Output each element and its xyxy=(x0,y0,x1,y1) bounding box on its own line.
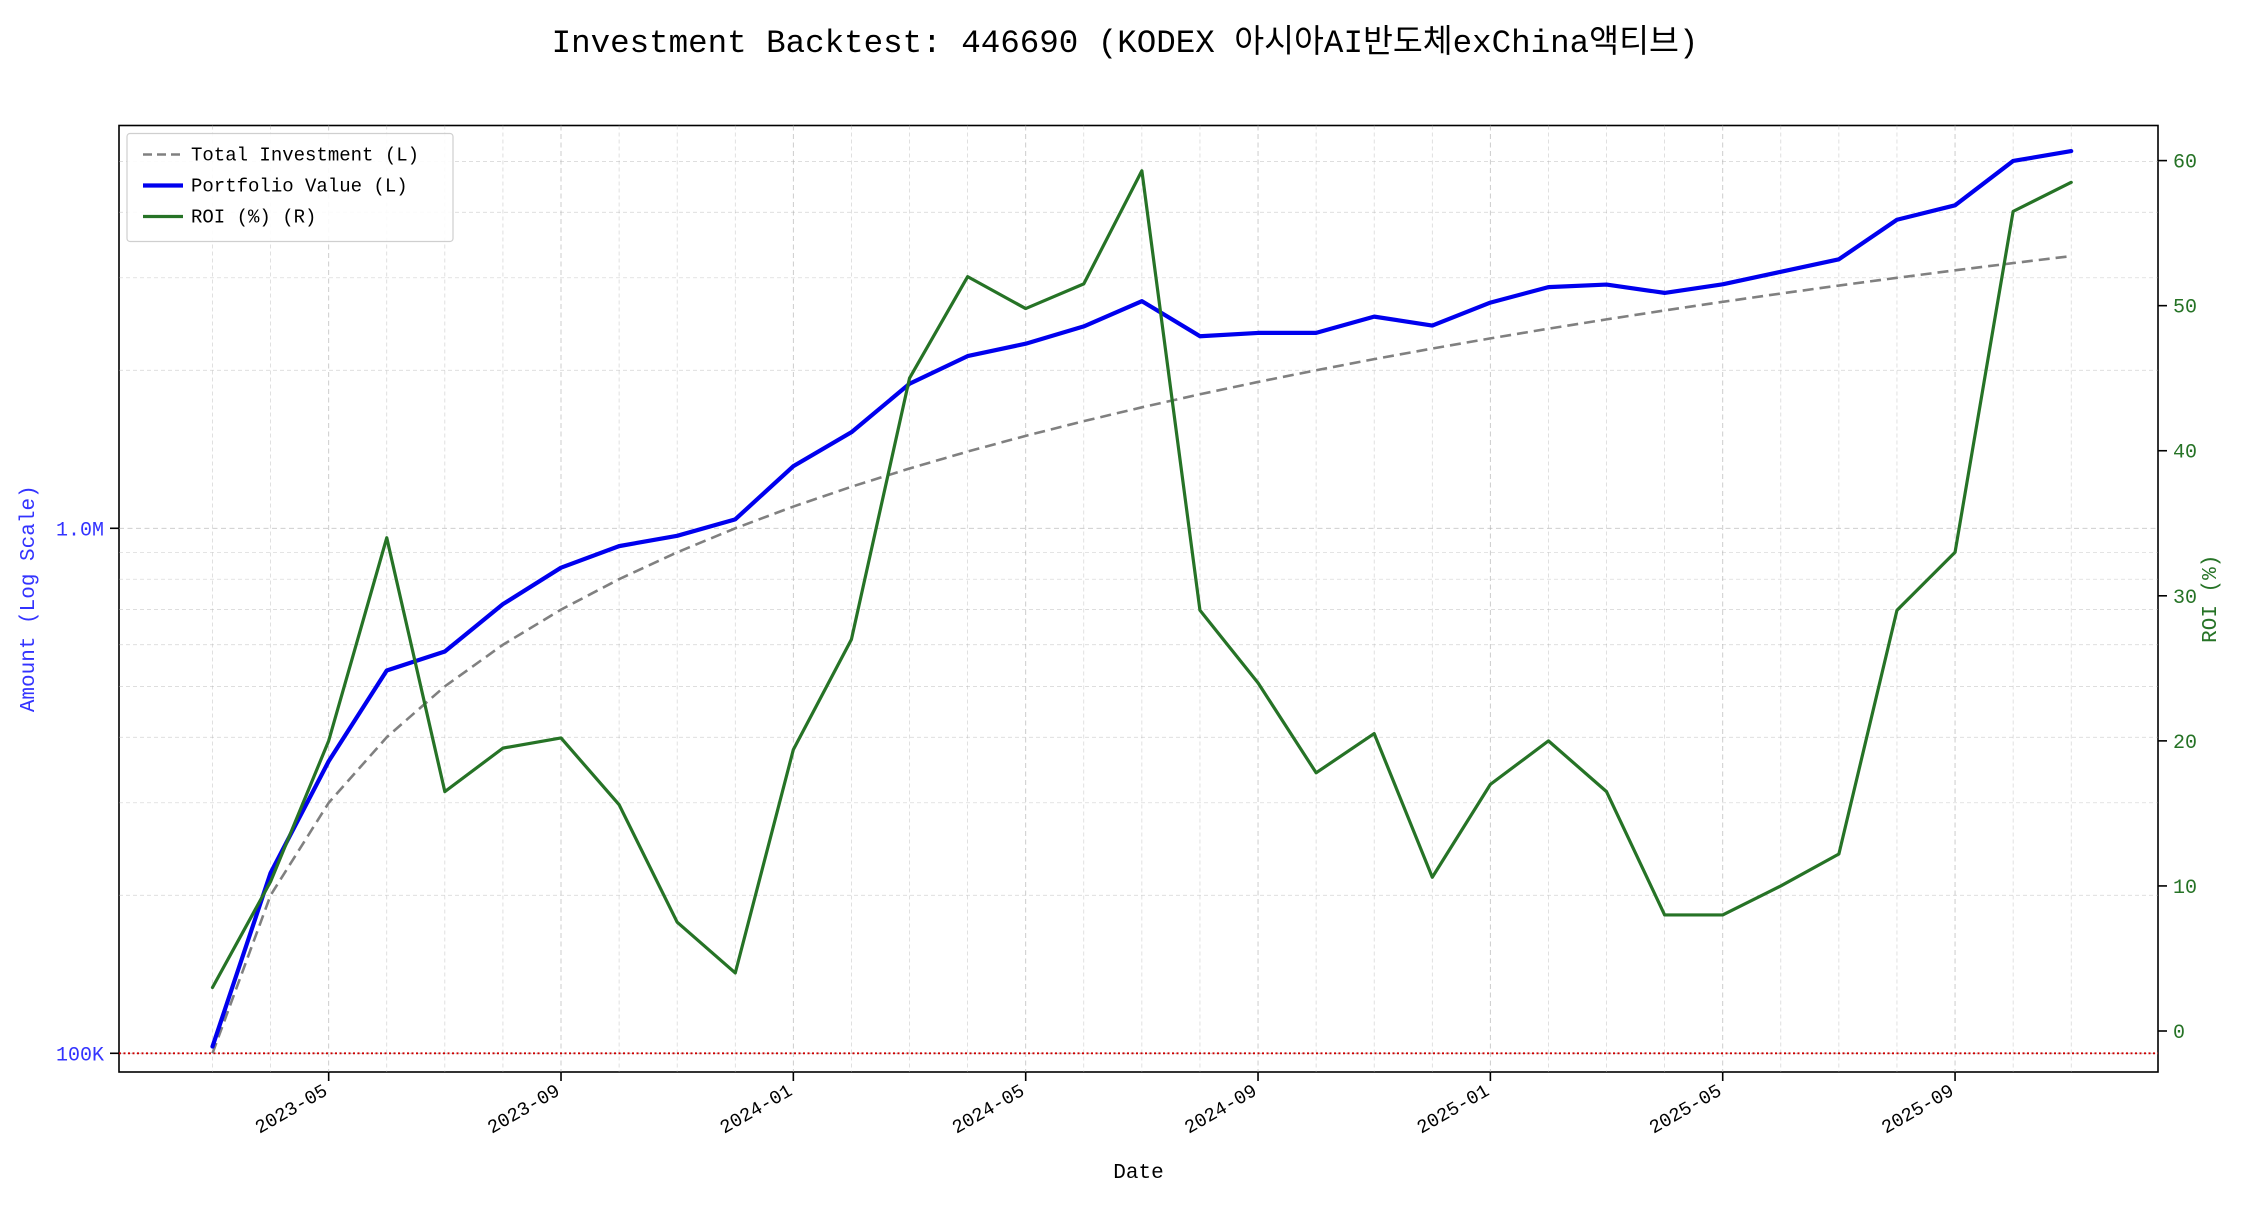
svg-text:1.0M: 1.0M xyxy=(56,519,104,542)
svg-text:20: 20 xyxy=(2173,732,2197,755)
svg-text:Investment Backtest: 446690 (K: Investment Backtest: 446690 (KODEX 아시아AI… xyxy=(552,24,1699,62)
svg-text:10: 10 xyxy=(2173,877,2197,900)
svg-text:50: 50 xyxy=(2173,297,2197,320)
svg-text:Portfolio Value (L): Portfolio Value (L) xyxy=(191,176,408,198)
svg-text:100K: 100K xyxy=(56,1044,104,1067)
svg-text:Date: Date xyxy=(1113,1162,1163,1185)
svg-text:ROI (%) (R): ROI (%) (R) xyxy=(191,207,316,229)
svg-text:Amount (Log Scale): Amount (Log Scale) xyxy=(18,485,41,712)
svg-text:0: 0 xyxy=(2173,1022,2185,1045)
svg-text:40: 40 xyxy=(2173,442,2197,465)
svg-text:60: 60 xyxy=(2173,152,2197,175)
svg-text:30: 30 xyxy=(2173,587,2197,610)
svg-text:ROI (%): ROI (%) xyxy=(2200,555,2223,643)
svg-text:Total Investment (L): Total Investment (L) xyxy=(191,145,419,167)
